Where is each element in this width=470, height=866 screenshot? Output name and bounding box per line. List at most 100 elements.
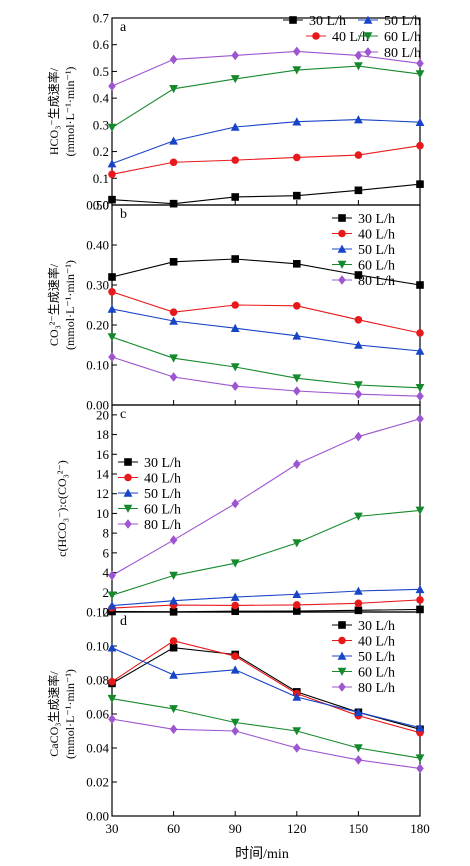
data-point — [230, 323, 240, 332]
data-point — [169, 637, 178, 645]
legend-label: 30 L/h — [309, 14, 346, 29]
panel-letter: d — [120, 614, 127, 629]
data-point — [415, 346, 425, 355]
legend-marker — [364, 47, 372, 57]
data-point — [354, 431, 363, 442]
series-50Lh — [107, 643, 425, 732]
y-tick-label: 0.20 — [86, 318, 109, 333]
data-point — [231, 381, 239, 391]
legend-marker — [363, 32, 373, 41]
legend-label: 60 L/h — [144, 503, 181, 518]
series-line — [111, 698, 421, 759]
data-point — [416, 763, 424, 774]
legend-label: 50 L/h — [144, 487, 181, 502]
legend-marker — [337, 244, 347, 253]
series-line — [111, 509, 421, 596]
legend-label: 80 L/h — [384, 46, 421, 61]
legend-marker — [312, 32, 320, 40]
data-point — [293, 459, 301, 469]
data-point — [354, 586, 363, 595]
y-tick-label: 0.12 — [86, 605, 109, 620]
y-tick-label: 0.10 — [86, 639, 109, 654]
data-point — [169, 308, 178, 317]
y-tick-label: 8 — [103, 526, 110, 541]
data-point — [293, 153, 301, 162]
panel-letter: c — [120, 407, 126, 422]
data-point — [169, 136, 178, 145]
y-axis-label: (mmol·L⁻¹·min⁻¹) — [63, 669, 77, 759]
y-tick-label: 0.0 — [93, 198, 109, 213]
series-line — [111, 336, 421, 389]
legend-marker — [337, 667, 347, 676]
data-point — [293, 601, 301, 609]
series-80Lh — [108, 714, 424, 774]
data-point — [169, 54, 178, 65]
x-axis-title: 时间/min — [235, 846, 289, 862]
data-point — [292, 331, 302, 340]
series-line — [111, 291, 421, 334]
data-point — [354, 316, 363, 324]
y-tick-label: 0.10 — [86, 358, 109, 373]
data-point — [108, 714, 116, 724]
data-point — [107, 159, 117, 168]
data-point — [292, 374, 302, 383]
data-point — [354, 707, 363, 717]
legend-marker — [338, 621, 346, 629]
legend-label: 80 L/h — [358, 681, 395, 696]
legend-label: 40 L/h — [332, 30, 369, 45]
y-tick-label: 18 — [96, 427, 109, 442]
series-line — [111, 308, 421, 352]
data-point — [230, 559, 240, 568]
legend-marker — [338, 275, 346, 285]
data-point — [354, 599, 363, 608]
data-point — [108, 677, 116, 686]
y-tick-label: 0.3 — [93, 117, 109, 132]
series-line — [111, 145, 421, 175]
series-line — [111, 65, 421, 128]
panel-letter: a — [120, 20, 127, 35]
data-point — [292, 117, 302, 126]
data-point — [231, 301, 239, 309]
data-point — [169, 258, 178, 266]
data-point — [169, 724, 178, 735]
data-point — [108, 195, 116, 204]
y-tick-label: 2 — [103, 585, 110, 600]
y-tick-label: 20 — [96, 407, 109, 422]
panel-letter: b — [120, 207, 127, 222]
y-tick-label: 0.00 — [86, 809, 109, 824]
series-60Lh — [107, 333, 425, 393]
y-tick-label: 0.2 — [93, 144, 109, 159]
legend: 30 L/h40 L/h50 L/h60 L/h80 L/h — [332, 619, 395, 696]
data-point — [169, 571, 178, 580]
data-point — [416, 281, 424, 289]
panel-frame — [111, 17, 421, 206]
series-30Lh — [108, 180, 424, 208]
y-tick-label: 14 — [96, 467, 110, 482]
data-point — [108, 352, 116, 362]
series-60Lh — [107, 62, 425, 132]
series-50Lh — [107, 584, 425, 610]
data-point — [354, 186, 363, 195]
data-point — [231, 726, 239, 736]
series-30Lh — [108, 605, 424, 616]
data-point — [416, 596, 424, 604]
y-axis-label: (mmol·L⁻¹·min⁻¹) — [63, 260, 77, 350]
series-line — [111, 599, 421, 609]
data-point — [230, 665, 240, 674]
x-tick-label: 180 — [410, 821, 430, 836]
legend-marker — [337, 260, 347, 269]
data-point — [354, 512, 363, 521]
data-point — [169, 535, 178, 545]
legend-label: 80 L/h — [144, 518, 181, 533]
legend-label: 60 L/h — [358, 259, 395, 274]
legend-label: 40 L/h — [358, 635, 395, 650]
y-tick-label: 16 — [96, 447, 110, 462]
legend-label: 60 L/h — [358, 666, 395, 681]
legend-marker — [363, 15, 373, 24]
x-tick-label: 90 — [229, 821, 242, 836]
data-point — [107, 643, 117, 652]
legend-marker — [124, 473, 132, 482]
legend-label: 40 L/h — [358, 228, 395, 243]
data-point — [293, 46, 301, 57]
series-line — [111, 640, 421, 734]
